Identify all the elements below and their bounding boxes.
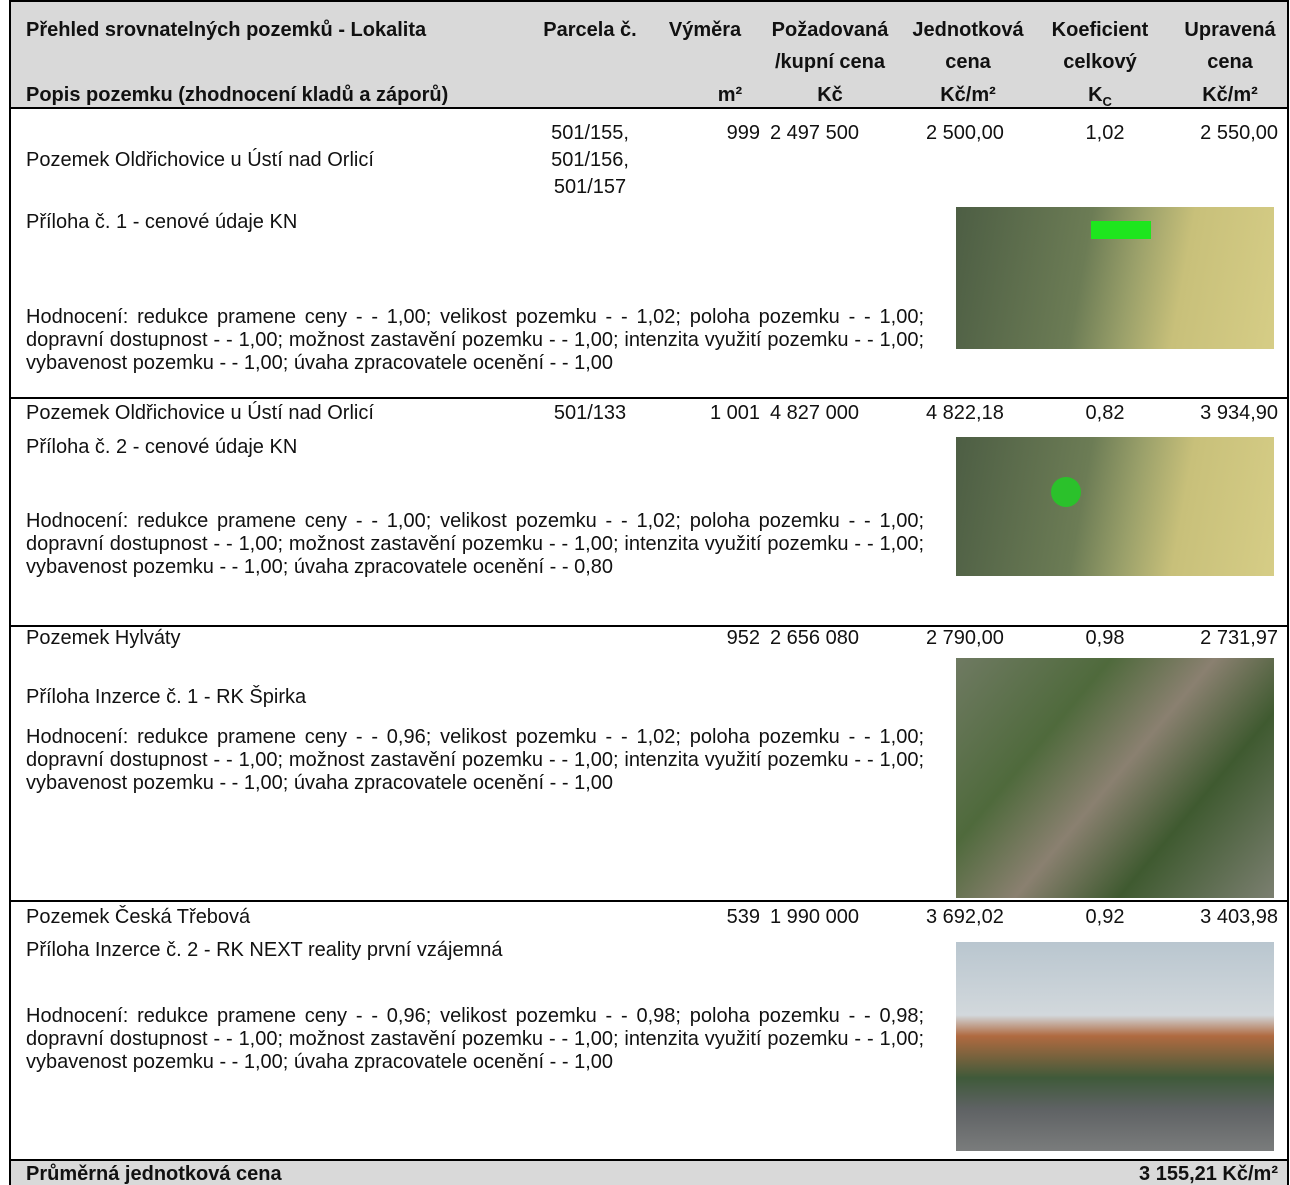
column-header: Kč/m² bbox=[1202, 84, 1258, 106]
coefficient: 0,98 bbox=[1085, 627, 1125, 649]
aerial-image bbox=[956, 658, 1274, 898]
photo-image bbox=[956, 942, 1274, 1151]
attachment: Příloha Inzerce č. 1 - RK Špirka bbox=[26, 686, 307, 708]
attachment: Příloha č. 2 - cenové údaje KN bbox=[26, 436, 298, 458]
area: 539 bbox=[726, 906, 760, 928]
area: 952 bbox=[726, 627, 760, 649]
price: 2 497 500 bbox=[770, 122, 859, 144]
column-header: Požadovaná bbox=[771, 19, 889, 41]
header-bg bbox=[10, 0, 1288, 107]
location: Pozemek Oldřichovice u Ústí nad Orlicí bbox=[26, 149, 374, 171]
subscript: C bbox=[1102, 94, 1112, 109]
row-line bbox=[10, 397, 1288, 399]
column-header: Koeficient bbox=[1051, 19, 1149, 41]
column-header: Kč bbox=[817, 84, 843, 106]
map-image bbox=[956, 207, 1274, 349]
evaluation: Hodnocení: redukce pramene ceny - - 0,96… bbox=[26, 726, 924, 794]
coefficient: 1,02 bbox=[1085, 122, 1125, 144]
footer-value: 3 155,21 Kč/m² bbox=[1139, 1163, 1278, 1185]
column-header: /kupní cena bbox=[774, 51, 886, 73]
evaluation: Hodnocení: redukce pramene ceny - - 0,96… bbox=[26, 1005, 924, 1073]
evaluation: Hodnocení: redukce pramene ceny - - 1,00… bbox=[26, 306, 924, 374]
location: Pozemek Hylváty bbox=[26, 627, 181, 649]
parcel: 501/156, bbox=[551, 149, 629, 171]
unit-price: 2 790,00 bbox=[926, 627, 1004, 649]
column-header: Kč/m² bbox=[940, 84, 996, 106]
title-line1: Přehled srovnatelných pozemků - Lokalita bbox=[26, 19, 427, 41]
adjusted-price: 3 934,90 bbox=[1200, 402, 1278, 424]
parcel: 501/155, bbox=[551, 122, 629, 144]
footer-bg bbox=[10, 1160, 1288, 1185]
row-line bbox=[10, 1159, 1288, 1161]
column-header: cena bbox=[945, 51, 991, 73]
attachment: Příloha č. 1 - cenové údaje KN bbox=[26, 211, 298, 233]
row-line bbox=[10, 625, 1288, 627]
price: 4 827 000 bbox=[770, 402, 859, 424]
column-header: Výměra bbox=[668, 19, 742, 41]
price: 1 990 000 bbox=[770, 906, 859, 928]
left-border bbox=[9, 0, 11, 1185]
price: 2 656 080 bbox=[770, 627, 859, 649]
coefficient: 0,92 bbox=[1085, 906, 1125, 928]
row-line bbox=[10, 107, 1288, 109]
map-image bbox=[956, 437, 1274, 576]
parcel: 501/133 bbox=[553, 402, 627, 424]
unit-price: 3 692,02 bbox=[926, 906, 1004, 928]
location: Pozemek Česká Třebová bbox=[26, 906, 251, 928]
column-header: Parcela č. bbox=[543, 19, 637, 41]
evaluation: Hodnocení: redukce pramene ceny - - 1,00… bbox=[26, 510, 924, 578]
attachment: Příloha Inzerce č. 2 - RK NEXT reality p… bbox=[26, 939, 503, 961]
row-line bbox=[10, 900, 1288, 902]
column-header: m² bbox=[717, 84, 743, 106]
adjusted-price: 3 403,98 bbox=[1200, 906, 1278, 928]
right-border bbox=[1287, 0, 1289, 1185]
row-line bbox=[10, 0, 1288, 2]
area: 1 001 bbox=[709, 402, 760, 424]
column-header: cena bbox=[1207, 51, 1253, 73]
adjusted-price: 2 731,97 bbox=[1200, 627, 1278, 649]
column-header: celkový bbox=[1063, 51, 1137, 73]
coefficient: 0,82 bbox=[1085, 402, 1125, 424]
unit-price: 4 822,18 bbox=[926, 402, 1004, 424]
title-line2: Popis pozemku (zhodnocení kladů a záporů… bbox=[26, 84, 449, 106]
column-header: Jednotková bbox=[912, 19, 1024, 41]
footer-label: Průměrná jednotková cena bbox=[26, 1163, 282, 1185]
adjusted-price: 2 550,00 bbox=[1200, 122, 1278, 144]
unit-price: 2 500,00 bbox=[926, 122, 1004, 144]
column-header: KC bbox=[1088, 84, 1112, 109]
location: Pozemek Oldřichovice u Ústí nad Orlicí bbox=[26, 402, 374, 424]
parcel: 501/157 bbox=[553, 176, 627, 198]
area: 999 bbox=[726, 122, 760, 144]
column-header: Upravená bbox=[1184, 19, 1276, 41]
